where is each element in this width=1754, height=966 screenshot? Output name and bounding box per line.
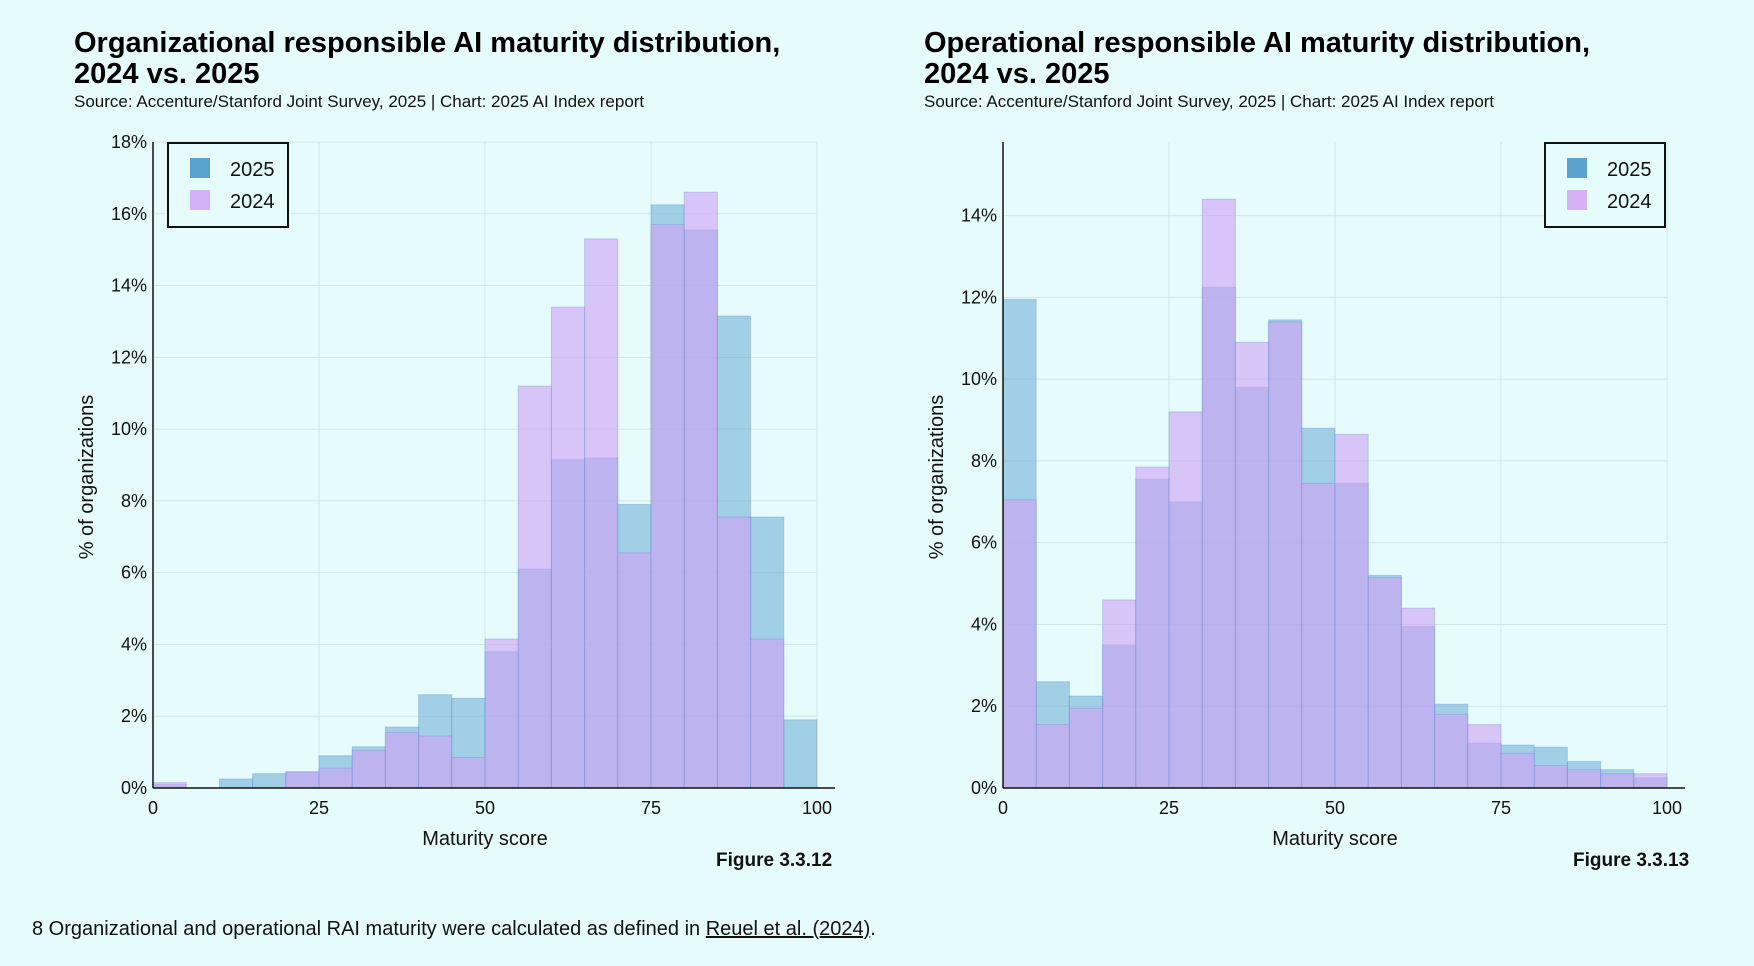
- bar-2024-6: [1201, 198, 1236, 789]
- bar-2024-18: [750, 638, 785, 789]
- bar-2024-1: [1035, 724, 1070, 789]
- y-tick-label: 12%: [111, 347, 147, 367]
- bar-2024-10: [1334, 433, 1369, 789]
- y-tick-label: 6%: [971, 533, 997, 553]
- y-tick-label: 16%: [111, 204, 147, 224]
- histogram-operational: 0% 2% 4% 6% 8% 10% 12% 14% 0 25 50 75 100 Maturity sc…: [926, 142, 1685, 850]
- bar-2025-3: [252, 773, 287, 789]
- chart-panel-organizational: Organizational responsible AI maturity d…: [0, 0, 870, 880]
- bar-2024-15: [650, 224, 685, 789]
- x-tick-label: 75: [641, 798, 661, 818]
- y-tick-label: 4%: [971, 614, 997, 634]
- footnote-link[interactable]: Reuel et al. (2024): [705, 918, 871, 940]
- figure-label: Figure 3.3.12: [716, 850, 833, 871]
- y-tick-label: 2%: [971, 696, 997, 716]
- legend-label: 2024: [1607, 191, 1652, 213]
- chart-panel-operational: Operational responsible AI maturity dist…: [850, 0, 1720, 880]
- y-tick-label: 0%: [971, 778, 997, 798]
- bar-2024-16: [683, 191, 718, 789]
- bar-2024-18: [1600, 773, 1635, 789]
- y-tick-label: 14%: [111, 276, 147, 296]
- bar-2024-14: [1467, 724, 1502, 789]
- legend-label: 2024: [230, 191, 275, 213]
- x-tick-label: 100: [802, 798, 832, 818]
- x-tick-label: 50: [475, 798, 495, 818]
- footnote: 8 Organizational and operational RAI mat…: [32, 918, 876, 941]
- bar-2024-12: [1400, 607, 1436, 789]
- bar-2024-17: [716, 516, 752, 789]
- bar-2024-14: [617, 552, 652, 789]
- footnote-text: 8 Organizational and operational RAI mat…: [32, 918, 706, 940]
- figure-label: Figure 3.3.13: [1573, 850, 1690, 871]
- x-tick-label: 25: [1159, 798, 1179, 818]
- chart-title: Operational responsible AI maturity dist…: [924, 27, 1591, 90]
- bar-2024-9: [451, 756, 486, 789]
- y-tick-label: 6%: [121, 563, 147, 583]
- y-tick-label: 0%: [121, 778, 147, 798]
- footnote-end: .: [870, 918, 876, 940]
- bar-2024-8: [1268, 321, 1303, 789]
- chart-title: Organizational responsible AI maturity d…: [74, 27, 781, 90]
- bar-2024-17: [1566, 769, 1602, 789]
- bar-2024-6: [351, 749, 386, 789]
- bar-2024-13: [1434, 713, 1469, 789]
- bar-2024-0: [152, 782, 187, 789]
- bar-2024-4: [285, 771, 320, 789]
- x-tick-label: 50: [1325, 798, 1345, 818]
- bar-2024-19: [1633, 773, 1668, 789]
- y-tick-label: 10%: [111, 419, 147, 439]
- bar-2024-5: [1168, 411, 1203, 789]
- histogram-organizational: 0% 2% 4% 6% 8% 10% 12% 14% 16% 18% 0 25 50 75 100 Matur…: [76, 132, 835, 850]
- bar-2024-3: [1102, 599, 1137, 789]
- bar-2025-2: [218, 778, 254, 789]
- bar-2024-5: [318, 767, 353, 789]
- bar-2024-0: [1002, 499, 1037, 789]
- bar-2024-13: [584, 238, 619, 789]
- legend-swatch-2025: [190, 158, 210, 178]
- bar-2024-16: [1533, 765, 1568, 789]
- x-tick-label: 0: [998, 798, 1008, 818]
- bar-2024-2: [1068, 707, 1104, 789]
- bar-2024-11: [517, 385, 552, 789]
- legend: 2025 2024: [1544, 142, 1666, 228]
- x-tick-label: 100: [1652, 798, 1682, 818]
- legend: 2025 2024: [167, 142, 289, 228]
- x-axis-label: Maturity score: [422, 828, 548, 850]
- y-tick-label: 2%: [121, 706, 147, 726]
- bar-2024-8: [418, 735, 453, 789]
- legend-swatch-2024: [190, 190, 210, 210]
- y-axis-label: % of organizations: [926, 395, 948, 560]
- chart-subtitle: Source: Accenture/Stanford Joint Survey,…: [924, 92, 1495, 111]
- legend-box: [1544, 142, 1666, 228]
- y-tick-label: 18%: [111, 132, 147, 152]
- y-tick-label: 4%: [121, 634, 147, 654]
- x-tick-label: 75: [1491, 798, 1511, 818]
- y-tick-label: 8%: [121, 491, 147, 511]
- y-tick-label: 8%: [971, 451, 997, 471]
- y-axis-label: % of organizations: [76, 395, 98, 560]
- legend-label: 2025: [230, 159, 275, 181]
- x-axis-label: Maturity score: [1272, 828, 1398, 850]
- bar-2024-7: [1234, 341, 1270, 789]
- y-tick-label: 10%: [961, 369, 997, 389]
- legend-label: 2025: [1607, 159, 1652, 181]
- bar-2024-10: [484, 638, 519, 789]
- bar-2025-19: [783, 719, 818, 789]
- bar-2024-11: [1367, 576, 1402, 789]
- bar-2024-15: [1500, 752, 1535, 789]
- chart-subtitle: Source: Accenture/Stanford Joint Survey,…: [74, 92, 645, 111]
- bar-2024-9: [1301, 482, 1336, 789]
- bar-2024-12: [550, 306, 586, 789]
- legend-box: [167, 142, 289, 228]
- x-tick-label: 25: [309, 798, 329, 818]
- legend-swatch-2024: [1567, 190, 1587, 210]
- x-tick-label: 0: [148, 798, 158, 818]
- bar-2024-4: [1135, 466, 1170, 789]
- y-tick-label: 12%: [961, 287, 997, 307]
- y-tick-label: 14%: [961, 206, 997, 226]
- bar-2024-7: [384, 731, 420, 789]
- legend-swatch-2025: [1567, 158, 1587, 178]
